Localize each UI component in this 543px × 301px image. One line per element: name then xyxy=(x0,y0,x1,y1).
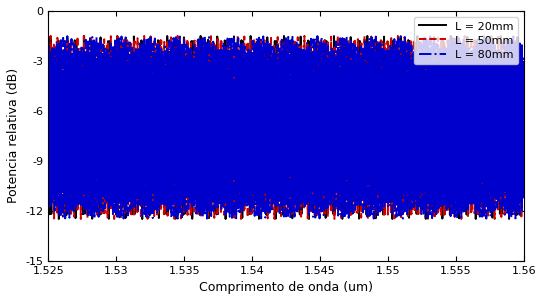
Y-axis label: Potencia relativa (dB): Potencia relativa (dB) xyxy=(7,68,20,203)
L = 20mm xyxy=(521,141,527,144)
Line: L = 20mm: L = 20mm xyxy=(48,36,524,219)
L = 20mm xyxy=(227,127,233,131)
L = 80mm xyxy=(436,114,443,118)
L = 80mm xyxy=(355,110,361,114)
L = 50mm xyxy=(331,172,337,175)
L = 20mm xyxy=(139,217,146,221)
X-axis label: Comprimento de onda (um): Comprimento de onda (um) xyxy=(199,281,373,294)
L = 80mm xyxy=(521,179,527,183)
L = 20mm xyxy=(436,146,443,150)
L = 80mm xyxy=(131,104,138,108)
L = 20mm xyxy=(400,178,407,182)
L = 50mm xyxy=(355,52,361,55)
Line: L = 50mm: L = 50mm xyxy=(48,36,524,219)
L = 20mm xyxy=(330,118,337,122)
L = 20mm xyxy=(447,34,454,38)
L = 80mm xyxy=(400,188,407,191)
L = 20mm xyxy=(45,110,52,114)
L = 50mm xyxy=(132,150,138,154)
L = 50mm xyxy=(111,217,117,221)
L = 50mm xyxy=(436,125,443,129)
L = 20mm xyxy=(131,206,138,210)
L = 80mm xyxy=(148,35,154,38)
L = 50mm xyxy=(521,177,527,180)
L = 80mm xyxy=(45,179,52,183)
Line: L = 80mm: L = 80mm xyxy=(48,36,524,219)
L = 50mm xyxy=(47,34,54,38)
L = 50mm xyxy=(227,67,233,71)
L = 20mm xyxy=(355,157,361,160)
L = 80mm xyxy=(331,48,337,51)
L = 80mm xyxy=(227,175,233,178)
L = 80mm xyxy=(287,217,294,220)
L = 50mm xyxy=(45,82,52,86)
Legend: L = 20mm, L = 50mm, L = 80mm: L = 20mm, L = 50mm, L = 80mm xyxy=(414,17,518,64)
L = 50mm xyxy=(400,100,407,104)
